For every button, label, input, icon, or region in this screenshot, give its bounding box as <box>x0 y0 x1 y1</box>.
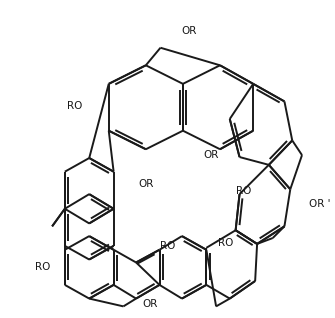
Text: OR ': OR ' <box>309 199 330 209</box>
Text: OR: OR <box>142 300 157 309</box>
Text: RO: RO <box>35 262 50 272</box>
Text: RO: RO <box>159 241 175 251</box>
Text: RO: RO <box>218 238 233 248</box>
Text: OR: OR <box>138 179 153 190</box>
Text: OR: OR <box>181 26 196 36</box>
Text: RO: RO <box>236 186 251 196</box>
Text: OR: OR <box>204 150 219 160</box>
Text: RO: RO <box>67 101 82 111</box>
